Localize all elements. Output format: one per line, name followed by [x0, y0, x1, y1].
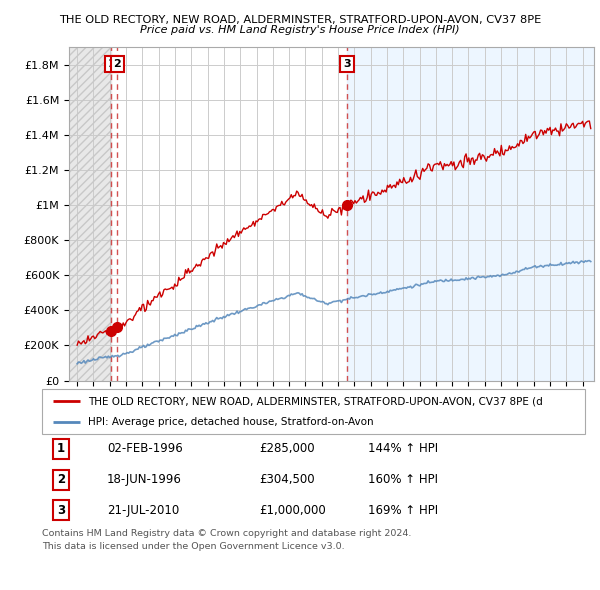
Text: Price paid vs. HM Land Registry's House Price Index (HPI): Price paid vs. HM Land Registry's House …	[140, 25, 460, 35]
Text: 18-JUN-1996: 18-JUN-1996	[107, 473, 182, 486]
Text: 169% ↑ HPI: 169% ↑ HPI	[368, 504, 438, 517]
Text: 144% ↑ HPI: 144% ↑ HPI	[368, 442, 438, 455]
Text: £304,500: £304,500	[259, 473, 315, 486]
Text: 160% ↑ HPI: 160% ↑ HPI	[368, 473, 438, 486]
Text: THE OLD RECTORY, NEW ROAD, ALDERMINSTER, STRATFORD-UPON-AVON, CV37 8PE: THE OLD RECTORY, NEW ROAD, ALDERMINSTER,…	[59, 15, 541, 25]
Text: 2: 2	[57, 473, 65, 486]
Text: This data is licensed under the Open Government Licence v3.0.: This data is licensed under the Open Gov…	[42, 542, 344, 550]
Text: £285,000: £285,000	[259, 442, 315, 455]
Bar	[69, 47, 111, 381]
Bar	[347, 47, 594, 381]
Text: THE OLD RECTORY, NEW ROAD, ALDERMINSTER, STRATFORD-UPON-AVON, CV37 8PE (d: THE OLD RECTORY, NEW ROAD, ALDERMINSTER,…	[88, 396, 543, 407]
Text: 2: 2	[113, 59, 121, 69]
Text: 21-JUL-2010: 21-JUL-2010	[107, 504, 179, 517]
Text: 1: 1	[57, 442, 65, 455]
Text: £1,000,000: £1,000,000	[259, 504, 326, 517]
Text: Contains HM Land Registry data © Crown copyright and database right 2024.: Contains HM Land Registry data © Crown c…	[42, 529, 412, 537]
Text: 02-FEB-1996: 02-FEB-1996	[107, 442, 183, 455]
Text: 1: 1	[107, 59, 115, 69]
Text: 3: 3	[57, 504, 65, 517]
Bar	[69, 47, 111, 381]
Text: 3: 3	[343, 59, 351, 69]
Text: HPI: Average price, detached house, Stratford-on-Avon: HPI: Average price, detached house, Stra…	[88, 417, 374, 427]
